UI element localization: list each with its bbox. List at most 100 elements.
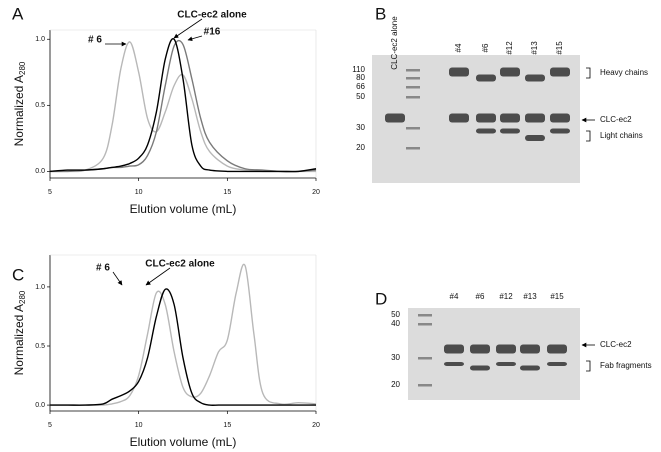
protein-band	[525, 135, 545, 141]
ladder-band	[406, 147, 420, 150]
series-label: CLC-ec2 alone	[177, 10, 247, 21]
band-label: Fab fragments	[600, 361, 652, 370]
marker-label: 110	[352, 65, 365, 74]
x-tick-label: 20	[312, 189, 320, 196]
panel-letter: A	[12, 4, 24, 23]
ladder-band	[406, 86, 420, 89]
protein-band	[525, 113, 545, 123]
lane-label: CLC-ec2 alone	[390, 16, 399, 70]
line-series	[49, 37, 317, 173]
marker-label: 20	[356, 143, 365, 152]
protein-band	[525, 74, 545, 82]
protein-band	[496, 362, 516, 366]
marker-label: 80	[356, 73, 365, 82]
y-axis-label: Normalized A280	[12, 61, 27, 146]
lane-label: #4	[450, 292, 459, 301]
protein-band	[470, 344, 490, 354]
y-axis-label-sub: 280	[18, 61, 27, 75]
ladder-band	[418, 357, 432, 360]
ladder-band	[406, 127, 420, 130]
lane-label: #6	[481, 43, 490, 52]
lane-label: #15	[550, 292, 564, 301]
line-series	[49, 39, 317, 173]
panel-letter: D	[375, 289, 387, 308]
series-label: # 6	[88, 35, 102, 46]
band-label: Heavy chains	[600, 68, 648, 77]
x-tick-label: 10	[135, 422, 143, 429]
marker-label: 66	[356, 82, 365, 91]
gel-background	[408, 308, 580, 400]
protein-band	[449, 113, 469, 123]
marker-label: 20	[391, 380, 400, 389]
protein-band	[476, 128, 496, 134]
ladder-band	[406, 77, 420, 80]
marker-label: 30	[391, 353, 400, 362]
series-label: # 6	[96, 263, 110, 274]
series-label: #16	[204, 27, 221, 38]
protein-band	[476, 74, 496, 82]
protein-band	[550, 67, 570, 77]
panel-letter: B	[375, 4, 386, 23]
label-bracket	[586, 360, 591, 372]
y-axis-label-sub: 280	[18, 290, 27, 304]
x-axis-label: Elution volume (mL)	[130, 202, 237, 216]
y-tick-label: 0.0	[35, 402, 45, 409]
y-tick-label: 0.5	[35, 102, 45, 109]
annotation-arrow	[112, 271, 123, 286]
y-axis-label: Normalized A280	[12, 290, 27, 375]
lane-label: #12	[505, 41, 514, 55]
lane-label: #15	[555, 41, 564, 55]
x-tick-label: 5	[48, 422, 52, 429]
line-series	[50, 288, 316, 406]
x-tick-label: 20	[312, 422, 320, 429]
protein-band	[444, 344, 464, 354]
ladder-band	[418, 323, 432, 326]
protein-band	[500, 128, 520, 134]
x-tick-label: 15	[223, 422, 231, 429]
protein-band	[500, 67, 520, 77]
x-axis-label: Elution volume (mL)	[130, 435, 237, 449]
annotation-arrow	[187, 35, 203, 42]
ladder-band	[406, 96, 420, 99]
x-tick-label: 15	[223, 189, 231, 196]
lane-label: #4	[454, 43, 463, 52]
ladder-band	[406, 69, 420, 72]
band-label: CLC-ec2	[600, 115, 632, 124]
band-label: Light chains	[600, 131, 643, 140]
lane-label: #6	[476, 292, 485, 301]
y-tick-label: 1.0	[35, 36, 45, 43]
line-series	[50, 263, 317, 406]
x-tick-label: 10	[135, 189, 143, 196]
ladder-band	[418, 314, 432, 317]
protein-band	[550, 128, 570, 134]
series-label: CLC-ec2 alone	[145, 259, 215, 270]
y-axis-label-main: Normalized A	[12, 304, 26, 375]
protein-band	[449, 67, 469, 77]
band-label: CLC-ec2	[600, 340, 632, 349]
annotation-arrow	[145, 267, 171, 286]
protein-band	[547, 344, 567, 354]
ladder-band	[418, 384, 432, 387]
lane-label: #12	[499, 292, 513, 301]
marker-label: 40	[391, 319, 400, 328]
y-tick-label: 0.5	[35, 343, 45, 350]
protein-band	[476, 113, 496, 123]
lane-label: #13	[530, 41, 539, 55]
annotation-arrow	[173, 18, 203, 39]
marker-label: 50	[391, 310, 400, 319]
protein-band	[470, 365, 490, 371]
protein-band	[550, 113, 570, 123]
protein-band	[385, 113, 405, 123]
label-bracket	[586, 67, 591, 79]
label-bracket	[586, 130, 591, 142]
y-tick-label: 1.0	[35, 284, 45, 291]
marker-label: 50	[356, 92, 365, 101]
x-tick-label: 5	[48, 189, 52, 196]
y-axis-label-main: Normalized A	[12, 75, 26, 146]
lane-label: #13	[523, 292, 537, 301]
protein-band	[500, 113, 520, 123]
protein-band	[444, 362, 464, 366]
marker-label: 30	[356, 123, 365, 132]
protein-band	[547, 362, 567, 366]
